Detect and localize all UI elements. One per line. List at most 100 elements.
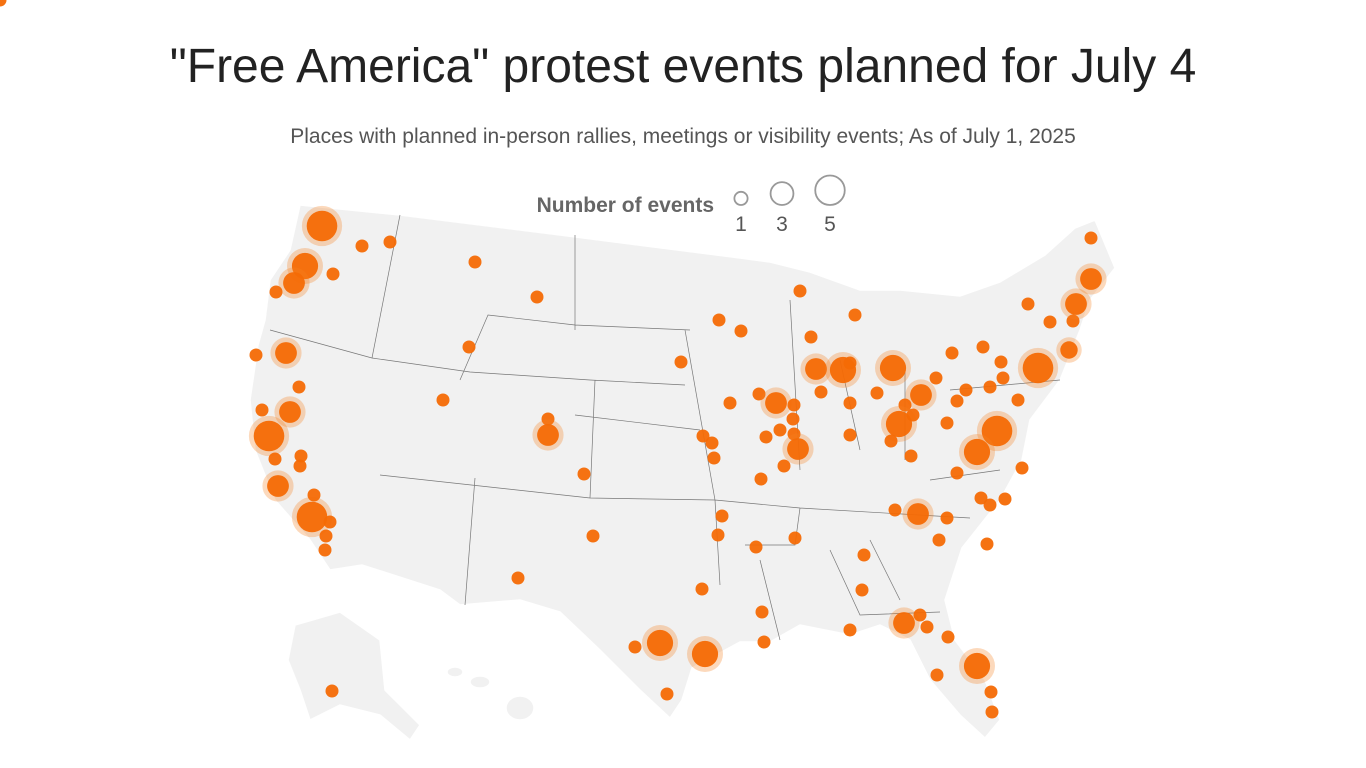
event-dot	[307, 488, 321, 502]
event-bubble	[983, 498, 997, 512]
event-dot	[981, 415, 1013, 447]
event-dot	[646, 629, 674, 657]
event-bubble	[1021, 297, 1035, 311]
event-dot	[541, 412, 555, 426]
event-dot	[674, 355, 688, 369]
event-bubble	[707, 451, 721, 465]
event-dot	[269, 285, 283, 299]
event-bubble	[1075, 263, 1107, 295]
event-dot	[586, 529, 600, 543]
event-dot	[910, 384, 932, 406]
event-bubble	[687, 636, 723, 672]
event-bubble	[294, 449, 308, 463]
event-bubble	[950, 466, 964, 480]
event-dot	[267, 475, 289, 497]
event-dot	[786, 412, 800, 426]
event-dot	[777, 459, 791, 473]
event-dot	[255, 403, 269, 417]
event-bubble	[269, 285, 283, 299]
event-dot	[707, 451, 721, 465]
event-bubble	[777, 459, 791, 473]
subtitle: Places with planned in-person rallies, m…	[290, 125, 1076, 148]
event-dot	[1021, 297, 1035, 311]
event-dot	[0, 0, 7, 7]
event-bubble	[1017, 347, 1059, 389]
event-bubble	[323, 515, 337, 529]
event-bubble	[920, 620, 934, 634]
event-bubble	[462, 340, 476, 354]
event-bubble	[760, 387, 792, 419]
event-dot	[913, 608, 927, 622]
event-dot	[757, 635, 771, 649]
event-dot	[994, 355, 1008, 369]
event-bubble	[318, 543, 332, 557]
event-dot	[805, 358, 827, 380]
event-bubble	[998, 492, 1012, 506]
event-bubble	[530, 290, 544, 304]
event-bubble	[319, 529, 333, 543]
event-bubble	[642, 625, 678, 661]
event-bubble	[906, 408, 920, 422]
event-bubble	[1011, 393, 1025, 407]
event-dot	[755, 605, 769, 619]
event-bubble	[800, 353, 832, 385]
event-bubble	[757, 635, 771, 649]
event-dot	[712, 313, 726, 327]
event-bubble	[674, 355, 688, 369]
event-dot	[884, 434, 898, 448]
event-bubble	[715, 509, 729, 523]
event-dot	[950, 394, 964, 408]
event-dot	[660, 687, 674, 701]
event-dot	[754, 472, 768, 486]
event-bubble	[301, 205, 343, 247]
event-dot	[1043, 315, 1057, 329]
event-dot	[696, 429, 710, 443]
event-bubble	[695, 582, 709, 596]
event-dot	[530, 290, 544, 304]
legend-circle	[733, 190, 749, 206]
event-bubble	[1015, 461, 1029, 475]
event-dot	[537, 424, 559, 446]
event-dot	[1065, 293, 1087, 315]
us-mainland	[249, 204, 1116, 740]
event-bubble	[752, 387, 766, 401]
event-dot	[940, 511, 954, 525]
event-bubble	[383, 235, 397, 249]
event-dot	[715, 509, 729, 523]
event-bubble	[274, 396, 306, 428]
event-bubble	[888, 607, 920, 639]
event-bubble	[888, 503, 902, 517]
event-dot	[920, 620, 934, 634]
event-dot	[996, 371, 1010, 385]
event-bubble	[1084, 231, 1098, 245]
event-bubble	[628, 640, 642, 654]
event-bubble	[268, 452, 282, 466]
event-bubble	[1043, 315, 1057, 329]
event-bubble	[759, 430, 773, 444]
event-dot	[765, 392, 787, 414]
event-bubble	[248, 415, 290, 457]
event-dot	[857, 548, 871, 562]
event-dot	[323, 515, 337, 529]
event-dot	[275, 342, 297, 364]
event-bubble	[787, 427, 801, 441]
event-dot	[843, 356, 857, 370]
event-bubble	[905, 379, 937, 411]
event-bubble	[788, 531, 802, 545]
event-bubble	[291, 496, 333, 538]
event-bubble	[278, 267, 310, 299]
event-dot	[325, 684, 339, 698]
event-dot	[752, 387, 766, 401]
legend-title: Number of events	[537, 194, 714, 217]
event-bubble	[843, 396, 857, 410]
event-bubble	[857, 548, 871, 562]
event-dot	[383, 235, 397, 249]
event-bubble	[804, 330, 818, 344]
event-bubble	[843, 623, 857, 637]
event-dot	[296, 501, 328, 533]
event-dot	[906, 408, 920, 422]
alaska	[287, 611, 421, 742]
event-bubble	[843, 428, 857, 442]
event-dot	[963, 652, 991, 680]
